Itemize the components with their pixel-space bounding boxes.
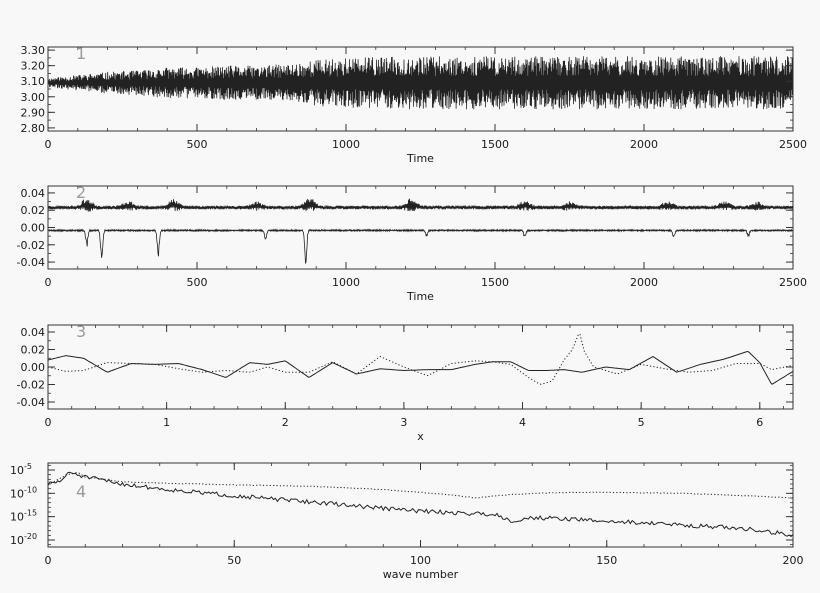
panel-3-data	[48, 333, 793, 385]
panel-2-series-2-solid-line	[48, 228, 793, 265]
panel-4-series-2-dotted-line	[48, 471, 793, 499]
y-tick-label: 3.10	[21, 75, 46, 88]
y-tick-label: 10	[10, 464, 24, 477]
panel-2-frame	[47, 185, 794, 270]
x-tick-label: 0	[45, 276, 52, 289]
x-tick-label: 2000	[630, 276, 658, 289]
panel-4-frame	[47, 462, 794, 548]
y-tick-label: 0.02	[21, 344, 46, 357]
y-tick-label: 0.00	[21, 361, 46, 374]
panel-1-chart: 0 500 1000 1500 2000 2500 2.80 2.90 3.00 3.10 3.20…	[21, 44, 808, 165]
panel-4-data	[48, 471, 793, 538]
x-tick-label: 1000	[332, 276, 360, 289]
x-tick-label: 2000	[630, 138, 658, 151]
panel-2-chart: 0 500 1000 1500 2000 2500 -0.04 -0.02 0.00 0.02 0.…	[17, 183, 807, 303]
y-tick-label: 3.00	[21, 91, 46, 104]
y-tick-label: -0.02	[17, 239, 45, 252]
y-tick-label: 10	[10, 511, 24, 524]
x-tick-label: 50	[227, 554, 241, 567]
x-tick-label: 500	[187, 276, 208, 289]
y-tick-label: 3.30	[21, 44, 46, 57]
y-tick-exponent: -5	[24, 462, 32, 471]
panel-number-label: 2	[76, 183, 86, 202]
y-tick-label: -0.02	[17, 379, 45, 392]
x-tick-label: 150	[596, 554, 617, 567]
panel-4-series-1-solid-line	[48, 471, 793, 538]
y-tick-label: 2.90	[21, 106, 46, 119]
x-axis-label: x	[417, 430, 424, 443]
panel-3-frame	[47, 324, 794, 410]
x-tick-label: 4	[519, 416, 526, 429]
y-tick-exponent: -20	[24, 532, 37, 541]
x-tick-label: 3	[400, 416, 407, 429]
x-axis-label: Time	[406, 152, 434, 165]
x-axis-label: Time	[406, 290, 434, 303]
x-tick-label: 5	[638, 416, 645, 429]
panel-2-data	[48, 198, 793, 265]
x-tick-label: 100	[410, 554, 431, 567]
y-tick-label: 10	[10, 534, 24, 547]
y-tick-label: 0.04	[21, 326, 46, 339]
y-tick-exponent: -10	[24, 485, 37, 494]
x-tick-label: 2	[282, 416, 289, 429]
y-tick-label: 0.02	[21, 204, 46, 217]
x-tick-label: 0	[45, 554, 52, 567]
x-tick-label: 0	[45, 416, 52, 429]
x-tick-label: 1	[163, 416, 170, 429]
x-tick-label: 500	[187, 138, 208, 151]
y-tick-label: 2.80	[21, 122, 46, 135]
y-tick-label: -0.04	[17, 256, 45, 269]
y-tick-label: 3.20	[21, 60, 46, 73]
y-tick-exponent: -15	[24, 509, 37, 518]
x-tick-label: 1500	[481, 138, 509, 151]
panel-number-label: 4	[76, 482, 86, 501]
x-tick-label: 2500	[779, 276, 807, 289]
y-tick-label: -0.04	[17, 396, 45, 409]
x-tick-label: 2500	[779, 138, 807, 151]
panel-3-series-1-solid-line	[48, 351, 793, 385]
x-tick-label: 1000	[332, 138, 360, 151]
panel-number-label: 3	[76, 322, 86, 341]
x-tick-label: 200	[783, 554, 804, 567]
x-tick-label: 1500	[481, 276, 509, 289]
panel-3-series-2-dotted-line	[48, 333, 793, 385]
panel-2-series-1-solid-line	[48, 198, 793, 212]
x-axis-label: wave number	[383, 568, 459, 581]
x-tick-label: 0	[45, 138, 52, 151]
panel-number-label: 1	[76, 44, 86, 63]
panel-1-series-1-solid-line	[48, 56, 793, 110]
x-tick-label: 6	[756, 416, 763, 429]
y-tick-label: 10	[10, 487, 24, 500]
y-tick-label: 0.04	[21, 187, 46, 200]
y-tick-label: 0.00	[21, 222, 46, 235]
panel-1-data	[48, 56, 793, 110]
